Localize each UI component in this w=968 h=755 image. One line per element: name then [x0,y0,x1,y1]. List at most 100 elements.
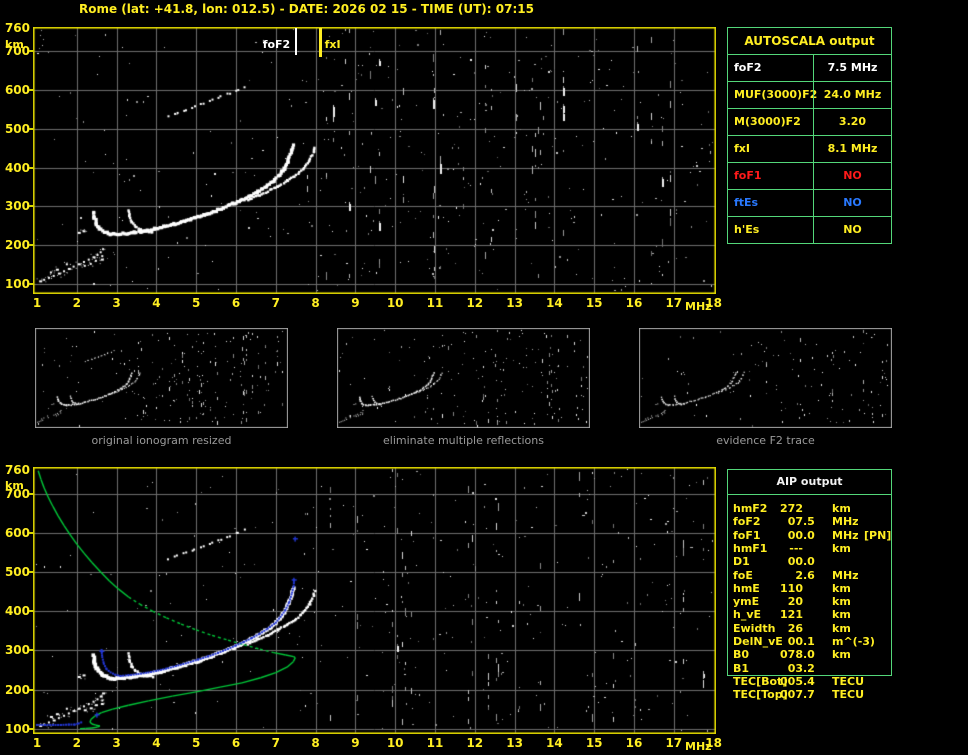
aip-row-value-int: --- [789,541,803,555]
aip-row-label: DelN_vE [733,635,783,648]
x-axis-tick-label: 7 [271,736,280,750]
aip-row-value-frac: .7 [803,688,815,702]
aip-row-label: TEC[Bot] [733,674,788,688]
x-axis-tick-label: 5 [192,736,201,750]
aip-row: foF1 00.0 MHz [PN] [727,529,967,542]
x-axis-tick-label: 16 [625,296,643,310]
aip-row-extra: [PN] [864,528,892,542]
aip-row-value-frac: .5 [803,515,815,529]
aip-row-label: foF1 [733,528,761,542]
x-axis-tick-label: 11 [426,736,444,750]
aip-row: DelN_vE 00.1 m^(-3) [727,635,967,648]
autoscala-row-value: 24.0 MHz [813,82,891,108]
aip-row-value-frac: .2 [803,661,815,675]
x-axis-tick-label: 11 [426,296,444,310]
aip-row-unit: km [832,648,851,662]
ionogram-restored-canvas [33,467,716,734]
autoscala-row-label: MUF(3000)F2 [734,88,818,101]
autoscala-output-table: AUTOSCALA output foF2 7.5 MHz MUF(3000)F2 2… [727,27,892,244]
x-axis-tick-label: 17 [665,296,683,310]
autoscala-row-value: NO [813,163,891,189]
aip-row-value-int: 005 [780,674,803,688]
y-axis-unit-label: km [5,38,24,51]
x-axis-tick-label: 4 [152,736,161,750]
y-axis-tick-label: 400 [4,160,30,175]
aip-row-label: B0 [733,648,750,662]
fof2-marker-label: foF2 [262,38,291,51]
aip-row: TEC[Top] 007.7 TECU [727,688,967,701]
y-axis-tick-label: 700 [4,44,30,59]
autoscala-row: MUF(3000)F2 24.0 MHz [728,81,891,108]
y-axis-tick-mark [29,649,33,652]
x-axis-tick-label: 10 [386,296,404,310]
y-axis-tick-mark [29,688,33,691]
aip-row-value-frac: .4 [803,674,815,688]
aip-row: h_vE 121 km [727,608,967,621]
aip-row-value-int: 03 [787,661,803,675]
autoscala-row-value: NO [813,190,891,216]
aip-row: hmF1 --- km [727,542,967,555]
ionogram-main-canvas [33,27,716,294]
x-axis-tick-label: 2 [72,296,81,310]
autoscala-row: fxI 8.1 MHz [728,135,891,162]
autoscala-row: foF1 NO [728,162,891,189]
aip-row: TEC[Bot] 005.4 TECU [727,675,967,688]
autoscala-row-label: M(3000)F2 [734,115,801,128]
aip-table-title: AIP output [728,470,891,495]
autoscala-row-label: ftEs [734,196,759,209]
aip-row-unit: MHz [832,515,859,529]
autoscala-row-value: 7.5 MHz [813,55,891,81]
x-axis-tick-label: 13 [506,736,523,750]
y-axis-tick-mark [29,570,33,573]
x-axis-tick-label: 4 [152,296,161,310]
x-axis-tick-label: 9 [351,736,360,750]
aip-row-label: foF2 [733,515,761,529]
thumbnail-evidence-f2-trace [639,328,892,428]
y-axis-tick-label: 760 [4,21,30,35]
aip-row-label: h_vE [733,608,762,622]
aip-row-value-frac: .1 [803,635,815,648]
y-axis-tick-mark [29,727,33,730]
thumbnail-caption-eliminate: eliminate multiple reflections [383,434,544,447]
fxi-marker-line [318,28,322,57]
aip-row: foF2 07.5 MHz [727,515,967,528]
aip-row-value-int: 26 [787,621,803,635]
aip-row: hmE 110 km [727,582,967,595]
aip-row: ymE 20 km [727,595,967,608]
aip-row-value-int: 00 [787,555,803,569]
autoscala-table-title: AUTOSCALA output [744,34,875,48]
aip-row-value-int: 007 [780,688,803,702]
aip-row: Ewidth 26 km [727,622,967,635]
x-axis-tick-label: 8 [311,296,320,310]
autoscala-row-label: foF1 [734,169,762,182]
aip-row-value-int: 07 [787,515,803,529]
aip-row: D1 00.0 [727,555,967,568]
thumbnail-original-ionogram [35,328,288,428]
x-axis-unit-label: MHz [685,740,712,753]
y-axis-tick-mark [29,283,33,286]
aip-row-label: TEC[Top] [733,688,788,702]
y-axis-unit-label: km [5,479,24,492]
aip-row-unit: MHz [832,528,859,542]
x-axis-tick-label: 10 [386,736,404,750]
autoscala-row-label: foF2 [734,61,762,74]
y-axis-tick-label: 700 [4,486,30,501]
aip-row-value-int: 2 [795,568,803,582]
y-axis-tick-mark [29,166,33,169]
page-title: Rome (lat: +41.8, lon: 012.5) - DATE: 20… [79,2,534,16]
x-axis-tick-label: 16 [625,736,643,750]
aip-row: hmF2 272 km [727,502,967,515]
aip-row-label: ymE [733,595,760,609]
autoscala-row: foF2 7.5 MHz [728,54,891,81]
autoscala-row-value: 3.20 [813,109,891,135]
aip-row-unit: km [832,541,851,555]
thumbnail-eliminate-reflections [337,328,590,428]
x-axis-tick-label: 7 [271,296,280,310]
y-axis-tick-label: 600 [4,83,30,98]
x-axis-tick-label: 3 [112,736,121,750]
aip-row: B0 078.0 km [727,648,967,661]
x-axis-tick-label: 9 [351,296,360,310]
x-axis-unit-label: MHz [685,300,712,313]
thumbnail-caption-evidence: evidence F2 trace [716,434,815,447]
